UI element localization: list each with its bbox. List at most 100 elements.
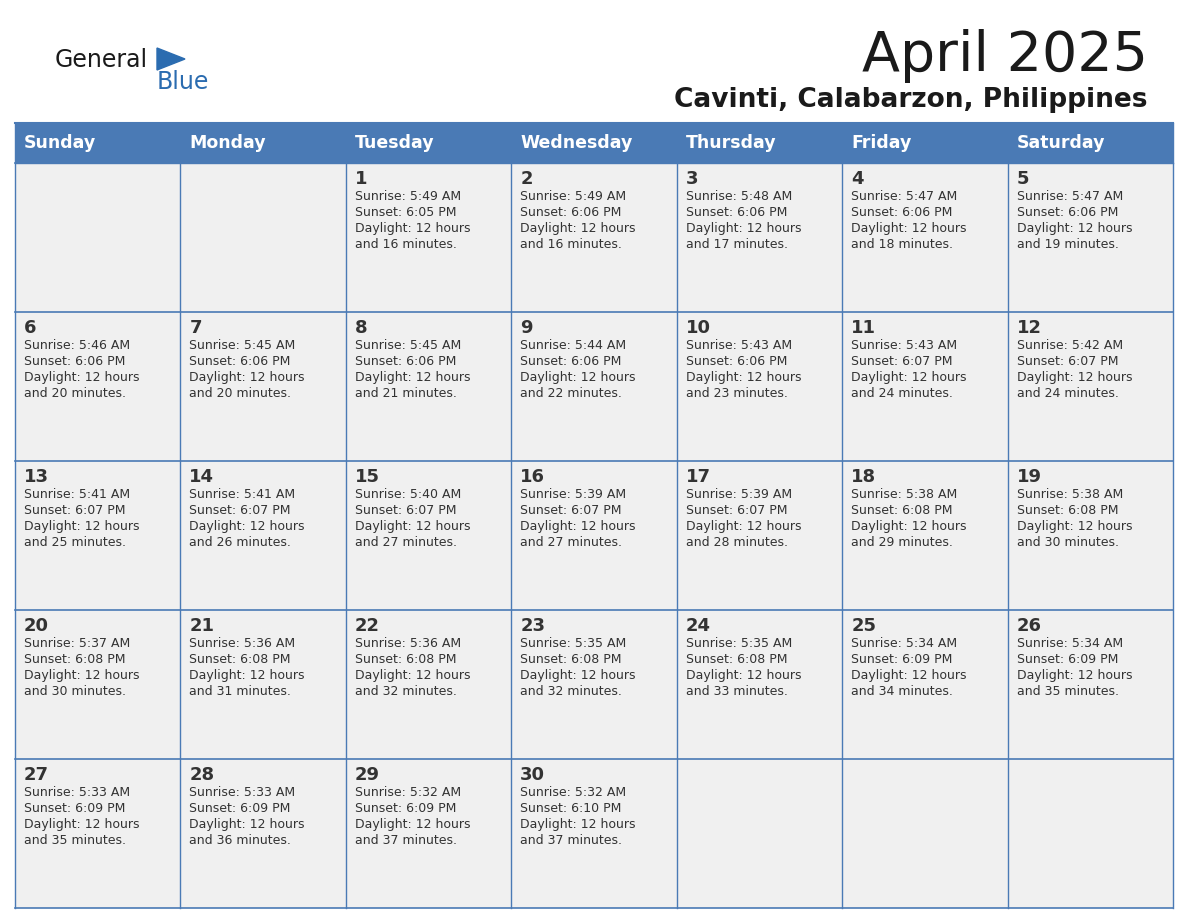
- Text: and 29 minutes.: and 29 minutes.: [851, 536, 953, 549]
- Text: Sunset: 6:06 PM: Sunset: 6:06 PM: [520, 206, 621, 219]
- Text: Daylight: 12 hours: Daylight: 12 hours: [685, 371, 801, 384]
- Text: Sunset: 6:09 PM: Sunset: 6:09 PM: [851, 653, 953, 666]
- Text: Daylight: 12 hours: Daylight: 12 hours: [355, 818, 470, 831]
- Text: 1: 1: [355, 170, 367, 188]
- Bar: [15, 163, 181, 312]
- Text: Sunrise: 5:40 AM: Sunrise: 5:40 AM: [355, 488, 461, 501]
- Text: Sunset: 6:08 PM: Sunset: 6:08 PM: [851, 504, 953, 517]
- Text: Sunrise: 5:43 AM: Sunrise: 5:43 AM: [685, 339, 792, 352]
- Text: Sunday: Sunday: [24, 134, 96, 152]
- Bar: [842, 610, 1007, 759]
- Bar: [346, 163, 511, 312]
- Text: and 19 minutes.: and 19 minutes.: [1017, 238, 1118, 251]
- Text: Sunset: 6:07 PM: Sunset: 6:07 PM: [685, 504, 788, 517]
- Bar: [181, 759, 346, 908]
- Text: Sunset: 6:10 PM: Sunset: 6:10 PM: [520, 802, 621, 815]
- Bar: [1007, 759, 1173, 908]
- Text: 19: 19: [1017, 468, 1042, 486]
- Text: Sunset: 6:06 PM: Sunset: 6:06 PM: [851, 206, 953, 219]
- Bar: [511, 759, 677, 908]
- Text: Daylight: 12 hours: Daylight: 12 hours: [520, 818, 636, 831]
- Text: Sunset: 6:06 PM: Sunset: 6:06 PM: [355, 355, 456, 368]
- Text: and 23 minutes.: and 23 minutes.: [685, 387, 788, 400]
- Text: Sunset: 6:07 PM: Sunset: 6:07 PM: [851, 355, 953, 368]
- Text: Sunrise: 5:39 AM: Sunrise: 5:39 AM: [520, 488, 626, 501]
- Polygon shape: [157, 48, 185, 70]
- Text: 7: 7: [189, 319, 202, 337]
- Text: and 25 minutes.: and 25 minutes.: [24, 536, 126, 549]
- Text: 2: 2: [520, 170, 532, 188]
- Bar: [677, 312, 842, 461]
- Text: Sunrise: 5:42 AM: Sunrise: 5:42 AM: [1017, 339, 1123, 352]
- Text: Sunrise: 5:39 AM: Sunrise: 5:39 AM: [685, 488, 792, 501]
- Text: and 30 minutes.: and 30 minutes.: [24, 685, 126, 698]
- Text: 26: 26: [1017, 617, 1042, 635]
- Text: Daylight: 12 hours: Daylight: 12 hours: [851, 222, 967, 235]
- Text: Sunrise: 5:32 AM: Sunrise: 5:32 AM: [355, 786, 461, 799]
- Text: 23: 23: [520, 617, 545, 635]
- Text: Sunrise: 5:37 AM: Sunrise: 5:37 AM: [24, 637, 131, 650]
- Text: 27: 27: [24, 766, 49, 784]
- Bar: [511, 312, 677, 461]
- Bar: [842, 123, 1007, 163]
- Text: Daylight: 12 hours: Daylight: 12 hours: [851, 669, 967, 682]
- Bar: [15, 312, 181, 461]
- Text: 20: 20: [24, 617, 49, 635]
- Text: Sunrise: 5:33 AM: Sunrise: 5:33 AM: [24, 786, 131, 799]
- Text: and 32 minutes.: and 32 minutes.: [520, 685, 623, 698]
- Text: April 2025: April 2025: [862, 29, 1148, 83]
- Text: Daylight: 12 hours: Daylight: 12 hours: [24, 371, 139, 384]
- Text: 25: 25: [851, 617, 876, 635]
- Text: Cavinti, Calabarzon, Philippines: Cavinti, Calabarzon, Philippines: [675, 87, 1148, 113]
- Text: Sunset: 6:08 PM: Sunset: 6:08 PM: [189, 653, 291, 666]
- Text: and 31 minutes.: and 31 minutes.: [189, 685, 291, 698]
- Bar: [511, 123, 677, 163]
- Text: Sunset: 6:07 PM: Sunset: 6:07 PM: [355, 504, 456, 517]
- Text: Sunrise: 5:41 AM: Sunrise: 5:41 AM: [189, 488, 296, 501]
- Bar: [181, 312, 346, 461]
- Text: and 30 minutes.: and 30 minutes.: [1017, 536, 1119, 549]
- Bar: [677, 610, 842, 759]
- Text: Sunset: 6:05 PM: Sunset: 6:05 PM: [355, 206, 456, 219]
- Bar: [15, 759, 181, 908]
- Text: Daylight: 12 hours: Daylight: 12 hours: [1017, 371, 1132, 384]
- Bar: [181, 461, 346, 610]
- Text: Daylight: 12 hours: Daylight: 12 hours: [520, 371, 636, 384]
- Text: Sunset: 6:08 PM: Sunset: 6:08 PM: [24, 653, 126, 666]
- Bar: [842, 461, 1007, 610]
- Text: and 20 minutes.: and 20 minutes.: [189, 387, 291, 400]
- Bar: [677, 123, 842, 163]
- Text: and 37 minutes.: and 37 minutes.: [520, 834, 623, 847]
- Text: and 20 minutes.: and 20 minutes.: [24, 387, 126, 400]
- Text: Sunset: 6:06 PM: Sunset: 6:06 PM: [1017, 206, 1118, 219]
- Text: 6: 6: [24, 319, 37, 337]
- Text: 16: 16: [520, 468, 545, 486]
- Bar: [842, 163, 1007, 312]
- Text: 29: 29: [355, 766, 380, 784]
- Text: and 27 minutes.: and 27 minutes.: [520, 536, 623, 549]
- Bar: [346, 461, 511, 610]
- Bar: [842, 759, 1007, 908]
- Text: 13: 13: [24, 468, 49, 486]
- Text: Sunrise: 5:45 AM: Sunrise: 5:45 AM: [355, 339, 461, 352]
- Text: Daylight: 12 hours: Daylight: 12 hours: [520, 520, 636, 533]
- Text: 12: 12: [1017, 319, 1042, 337]
- Text: Daylight: 12 hours: Daylight: 12 hours: [24, 669, 139, 682]
- Text: Daylight: 12 hours: Daylight: 12 hours: [355, 520, 470, 533]
- Text: Sunrise: 5:47 AM: Sunrise: 5:47 AM: [851, 190, 958, 203]
- Text: Sunrise: 5:44 AM: Sunrise: 5:44 AM: [520, 339, 626, 352]
- Text: and 35 minutes.: and 35 minutes.: [24, 834, 126, 847]
- Text: Daylight: 12 hours: Daylight: 12 hours: [355, 371, 470, 384]
- Text: Sunrise: 5:45 AM: Sunrise: 5:45 AM: [189, 339, 296, 352]
- Text: Sunset: 6:07 PM: Sunset: 6:07 PM: [1017, 355, 1118, 368]
- Text: 30: 30: [520, 766, 545, 784]
- Text: Daylight: 12 hours: Daylight: 12 hours: [1017, 222, 1132, 235]
- Text: General: General: [55, 48, 148, 72]
- Text: and 17 minutes.: and 17 minutes.: [685, 238, 788, 251]
- Text: Sunrise: 5:49 AM: Sunrise: 5:49 AM: [520, 190, 626, 203]
- Text: Sunset: 6:06 PM: Sunset: 6:06 PM: [189, 355, 291, 368]
- Text: Sunset: 6:08 PM: Sunset: 6:08 PM: [685, 653, 788, 666]
- Text: Sunrise: 5:34 AM: Sunrise: 5:34 AM: [851, 637, 958, 650]
- Text: Sunset: 6:07 PM: Sunset: 6:07 PM: [24, 504, 126, 517]
- Text: Sunrise: 5:41 AM: Sunrise: 5:41 AM: [24, 488, 131, 501]
